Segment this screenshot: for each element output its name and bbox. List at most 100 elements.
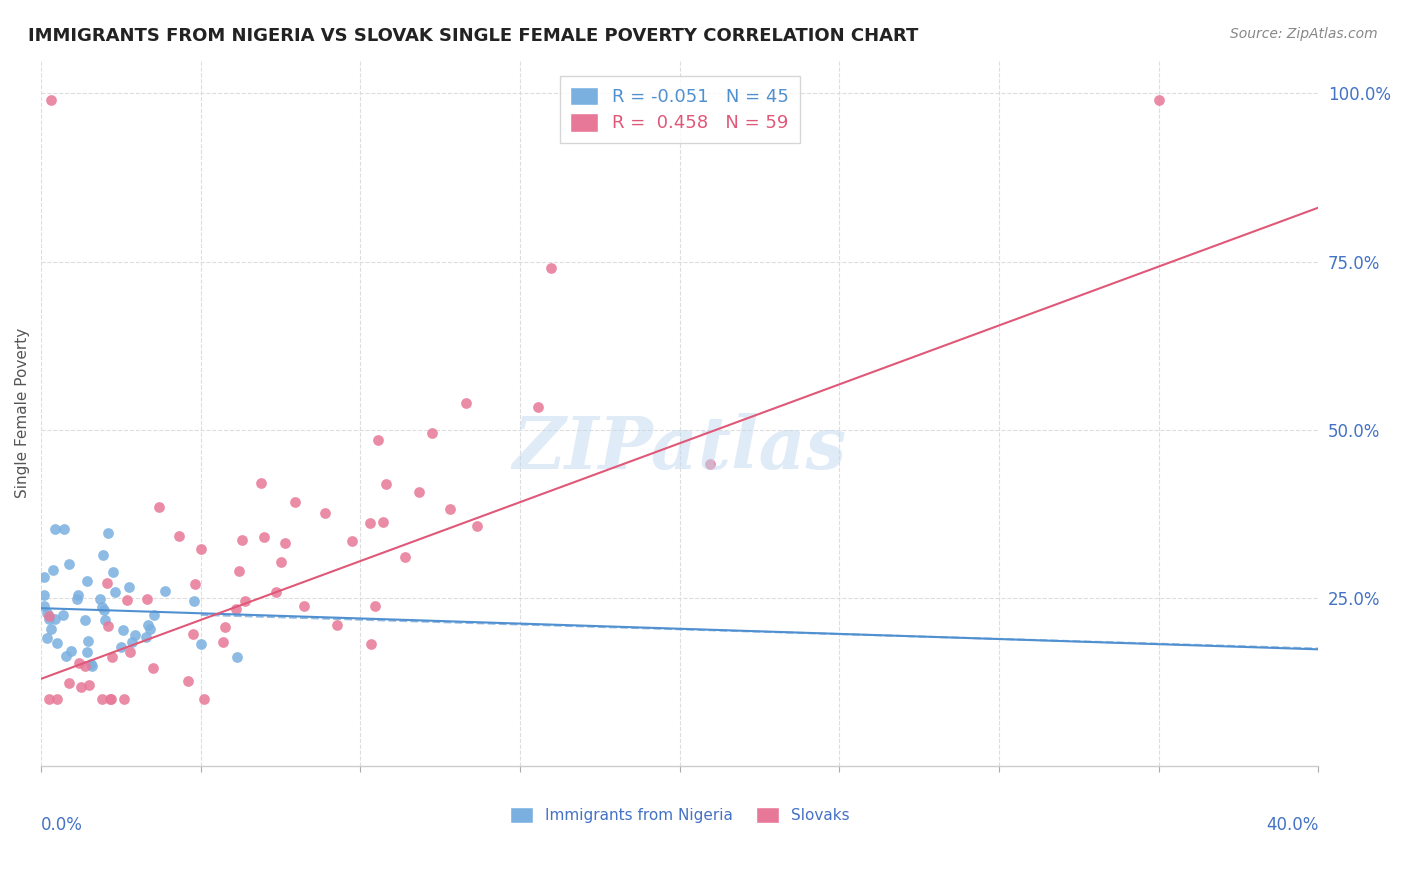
Point [100, 692, 122, 706]
Point [35, 607, 58, 621]
Point [104, 585, 127, 599]
Point [98, 692, 121, 706]
Point [34, 570, 56, 584]
Point [80, 657, 103, 671]
Point [142, 608, 165, 623]
Point [90, 599, 112, 614]
Text: Source: ZipAtlas.com: Source: ZipAtlas.com [1230, 27, 1378, 41]
Text: 40.0%: 40.0% [1265, 816, 1319, 834]
Point [155, 583, 177, 598]
Point [75, 613, 97, 627]
Point [111, 623, 134, 637]
Point [225, 601, 247, 615]
Point [284, 495, 307, 509]
Point [135, 630, 157, 644]
Point [67, 656, 90, 670]
Point [136, 618, 159, 632]
Point [120, 645, 142, 659]
Point [52, 522, 75, 536]
Point [699, 457, 721, 471]
Point [136, 591, 159, 606]
Point [110, 640, 132, 654]
Point [67, 588, 90, 602]
Point [250, 475, 273, 490]
Point [112, 692, 135, 706]
Point [91, 692, 114, 706]
Point [44, 522, 66, 536]
Point [37, 632, 59, 646]
Text: ZIPatlas: ZIPatlas [513, 413, 846, 483]
Point [38, 692, 60, 706]
Point [52, 608, 75, 623]
Point [45, 692, 67, 706]
Point [77, 634, 100, 648]
Point [326, 618, 349, 632]
Point [184, 577, 207, 591]
Point [1147, 93, 1170, 107]
Point [75, 659, 97, 673]
Point [439, 501, 461, 516]
Point [89, 591, 111, 606]
Point [80, 658, 103, 673]
Point [58, 676, 80, 690]
Text: IMMIGRANTS FROM NIGERIA VS SLOVAK SINGLE FEMALE POVERTY CORRELATION CHART: IMMIGRANTS FROM NIGERIA VS SLOVAK SINGLE… [28, 27, 918, 45]
Point [101, 649, 124, 664]
Point [292, 599, 315, 613]
Point [374, 477, 396, 491]
Point [66, 592, 89, 607]
Point [97, 526, 120, 541]
Point [76, 645, 98, 659]
Point [212, 635, 235, 649]
Point [38, 612, 60, 626]
Point [139, 622, 162, 636]
Point [214, 620, 236, 634]
Point [367, 433, 389, 447]
Point [115, 593, 138, 607]
Point [148, 500, 170, 514]
Point [94, 613, 117, 627]
Point [270, 555, 292, 569]
Text: 0.0%: 0.0% [41, 816, 83, 834]
Point [44, 612, 66, 626]
Point [93, 602, 115, 616]
Point [34, 599, 56, 613]
Point [228, 564, 250, 578]
Point [34, 588, 56, 602]
Point [359, 516, 381, 531]
Point [314, 506, 336, 520]
Point [264, 585, 287, 599]
Point [360, 637, 382, 651]
Point [253, 530, 276, 544]
Point [225, 650, 247, 665]
Legend: Immigrants from Nigeria, Slovaks: Immigrants from Nigeria, Slovaks [503, 801, 856, 830]
Point [190, 541, 212, 556]
Point [274, 535, 297, 549]
Point [39, 93, 62, 107]
Point [38, 608, 60, 623]
Point [176, 673, 198, 688]
Point [231, 533, 253, 548]
Point [540, 261, 562, 276]
Point [118, 580, 141, 594]
Point [181, 626, 204, 640]
Point [340, 533, 363, 548]
Point [96, 576, 118, 591]
Point [233, 593, 256, 607]
Point [69, 680, 91, 694]
Point [167, 528, 190, 542]
Point [42, 563, 65, 577]
Point [58, 557, 80, 571]
Point [91, 548, 114, 562]
Point [408, 484, 430, 499]
Point [39, 622, 62, 636]
Point [526, 400, 548, 414]
Point [193, 691, 215, 706]
Point [465, 519, 488, 533]
Point [76, 574, 98, 589]
Point [454, 396, 477, 410]
Point [364, 599, 387, 613]
Point [46, 636, 69, 650]
Point [124, 628, 146, 642]
Point [77, 678, 100, 692]
Point [394, 549, 416, 564]
